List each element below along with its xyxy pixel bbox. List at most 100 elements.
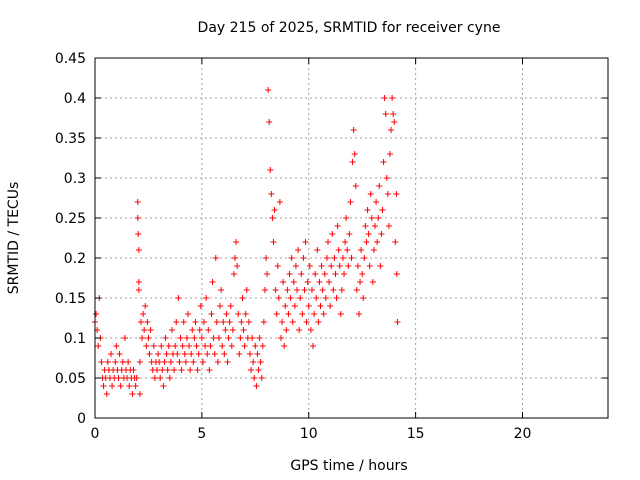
data-point bbox=[269, 215, 276, 221]
data-point bbox=[219, 343, 226, 349]
data-point bbox=[393, 271, 400, 277]
data-point bbox=[369, 279, 376, 285]
data-point bbox=[145, 335, 152, 341]
data-point bbox=[312, 271, 319, 277]
data-point bbox=[192, 319, 199, 325]
data-point bbox=[166, 375, 173, 381]
data-point bbox=[184, 311, 191, 317]
data-point bbox=[233, 239, 240, 245]
data-point bbox=[388, 127, 395, 133]
data-point bbox=[264, 271, 271, 277]
data-point bbox=[130, 367, 137, 373]
data-point bbox=[194, 367, 201, 373]
data-point bbox=[136, 391, 143, 397]
data-point bbox=[328, 263, 335, 269]
data-point bbox=[349, 159, 356, 165]
data-point bbox=[230, 271, 237, 277]
data-point bbox=[377, 263, 384, 269]
data-point bbox=[314, 247, 321, 253]
data-point bbox=[375, 215, 382, 221]
data-point bbox=[254, 351, 261, 357]
data-point bbox=[214, 359, 221, 365]
x-axis-label: GPS time / hours bbox=[290, 458, 407, 474]
data-point bbox=[155, 351, 162, 357]
data-point bbox=[382, 111, 389, 117]
data-point bbox=[301, 287, 308, 293]
data-point bbox=[175, 295, 182, 301]
data-point bbox=[300, 255, 307, 261]
data-points bbox=[92, 87, 401, 397]
data-point bbox=[242, 311, 249, 317]
data-point bbox=[162, 335, 169, 341]
data-point bbox=[310, 343, 317, 349]
data-point bbox=[311, 311, 318, 317]
data-point bbox=[339, 255, 346, 261]
data-point bbox=[289, 319, 296, 325]
y-tick-label: 0.15 bbox=[55, 291, 86, 307]
data-point bbox=[337, 311, 344, 317]
data-point bbox=[220, 319, 227, 325]
data-point bbox=[267, 167, 274, 173]
y-tick-label: 0.3 bbox=[64, 171, 86, 187]
data-point bbox=[243, 287, 250, 293]
data-point bbox=[235, 311, 242, 317]
data-point bbox=[213, 319, 220, 325]
data-point bbox=[147, 327, 154, 333]
data-point bbox=[146, 351, 153, 357]
data-point bbox=[190, 359, 197, 365]
data-point bbox=[95, 343, 102, 349]
data-point bbox=[317, 303, 324, 309]
data-point bbox=[143, 343, 150, 349]
data-point bbox=[98, 359, 105, 365]
data-point bbox=[204, 351, 211, 357]
data-point bbox=[351, 151, 358, 157]
data-point bbox=[196, 327, 203, 333]
data-point bbox=[270, 239, 277, 245]
data-point bbox=[358, 247, 365, 253]
x-tick-labels: 0 5 10 15 20 bbox=[91, 426, 532, 442]
data-point bbox=[391, 119, 398, 125]
data-point bbox=[331, 255, 338, 261]
axis-ticks bbox=[94, 57, 608, 419]
data-point bbox=[319, 287, 326, 293]
data-point bbox=[386, 151, 393, 157]
x-tick-label: 5 bbox=[197, 426, 206, 442]
data-point bbox=[280, 279, 287, 285]
data-point bbox=[346, 231, 353, 237]
data-point bbox=[359, 271, 366, 277]
data-point bbox=[338, 287, 345, 293]
data-point bbox=[361, 255, 368, 261]
data-point bbox=[364, 207, 371, 213]
data-point bbox=[268, 191, 275, 197]
data-point bbox=[179, 343, 186, 349]
data-point bbox=[260, 319, 267, 325]
data-point bbox=[389, 95, 396, 101]
data-point bbox=[208, 311, 215, 317]
data-point bbox=[394, 319, 401, 325]
data-point bbox=[308, 287, 315, 293]
data-point bbox=[156, 359, 163, 365]
data-point bbox=[116, 351, 123, 357]
data-point bbox=[342, 239, 349, 245]
data-point bbox=[344, 247, 351, 253]
data-point bbox=[326, 279, 333, 285]
data-point bbox=[115, 375, 122, 381]
data-point bbox=[298, 271, 305, 277]
data-point bbox=[132, 383, 139, 389]
data-point bbox=[144, 319, 151, 325]
data-point bbox=[164, 367, 171, 373]
x-tick-label: 20 bbox=[514, 426, 532, 442]
data-point bbox=[210, 335, 217, 341]
data-point bbox=[332, 271, 339, 277]
data-point bbox=[321, 271, 328, 277]
data-point bbox=[390, 111, 397, 117]
data-point bbox=[253, 383, 260, 389]
data-point bbox=[341, 271, 348, 277]
data-point bbox=[303, 319, 310, 325]
data-point bbox=[315, 319, 322, 325]
data-point bbox=[353, 287, 360, 293]
data-point bbox=[373, 199, 380, 205]
data-point bbox=[167, 359, 174, 365]
data-point bbox=[134, 215, 141, 221]
data-point bbox=[209, 279, 216, 285]
